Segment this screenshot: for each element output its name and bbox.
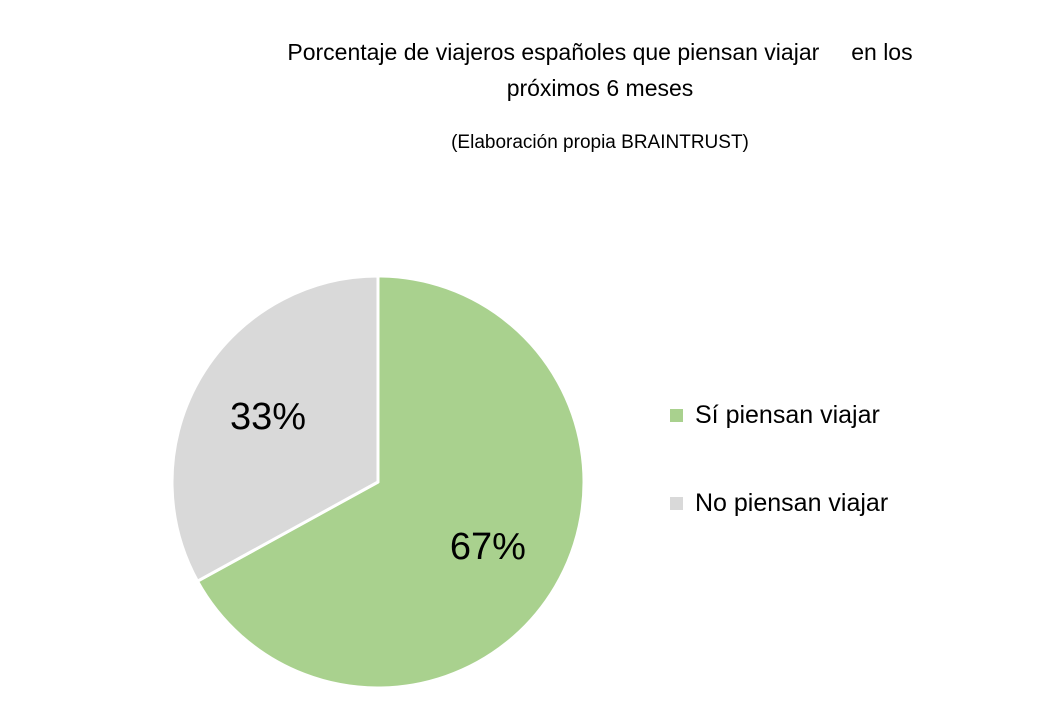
data-label-no: 33% <box>230 396 306 438</box>
legend-item-no: No piensan viajar <box>670 481 888 525</box>
chart-legend: Sí piensan viajar No piensan viajar <box>670 393 888 569</box>
chart-title-line-2: próximos 6 meses <box>506 75 694 101</box>
pie-slice-si <box>195 274 586 690</box>
legend-label-si: Sí piensan viajar <box>695 400 880 429</box>
chart-subtitle: (Elaboración propia BRAINTRUST) <box>451 132 749 153</box>
legend-label-no: No piensan viajar <box>695 488 889 517</box>
chart-title-line-1: Porcentaje de viajeros españoles que pie… <box>287 39 913 65</box>
legend-swatch-no <box>670 496 683 510</box>
data-label-si: 67% <box>450 526 526 568</box>
legend-item-si: Sí piensan viajar <box>670 393 888 437</box>
pie-slice-no <box>170 274 380 583</box>
chart-title: Porcentaje de viajeros españoles que pie… <box>170 34 1030 106</box>
legend-swatch-si <box>670 408 683 422</box>
